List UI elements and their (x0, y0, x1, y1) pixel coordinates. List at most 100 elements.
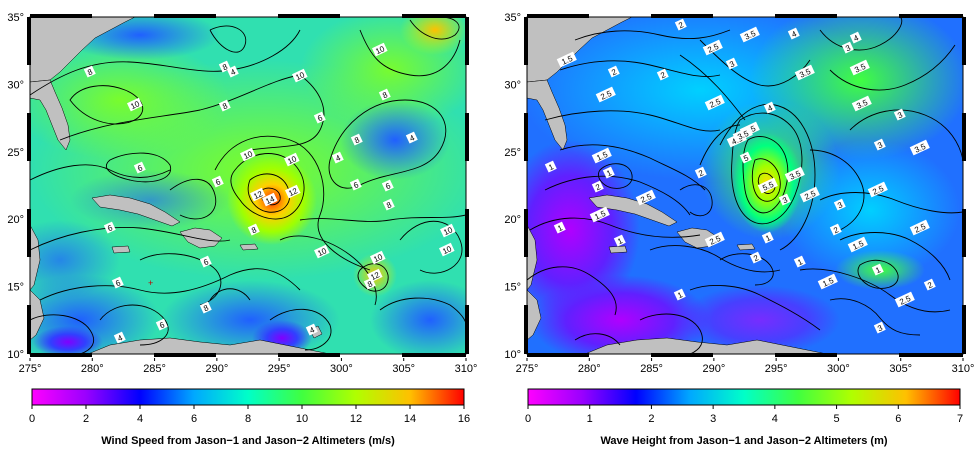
lat-tick-label: 20° (7, 214, 24, 226)
contour-label: 2 (674, 18, 687, 31)
lon-tick-label: 295° (765, 363, 788, 375)
colorbar-tick-label: 7 (957, 413, 963, 425)
colorbar-tick-label: 2 (648, 413, 654, 425)
contour-label: 10 (439, 223, 456, 238)
svg-text:5.5: 5.5 (761, 180, 775, 193)
contour-label: 2.5 (635, 189, 656, 206)
contour-label: 4 (305, 323, 318, 336)
lon-tick-label: 310° (455, 363, 478, 375)
contour-label: 6 (211, 175, 224, 188)
lat-tick-label: 10° (504, 349, 521, 361)
svg-text:1: 1 (764, 233, 772, 243)
contour-label: 3 (873, 138, 886, 151)
svg-text:6: 6 (202, 257, 210, 267)
svg-text:1: 1 (874, 265, 882, 275)
colorbar-tick-label: 2 (83, 413, 89, 425)
svg-text:2: 2 (926, 280, 934, 290)
svg-text:3: 3 (728, 59, 736, 69)
contour-label: 4 (849, 31, 862, 44)
svg-text:5: 5 (742, 153, 750, 163)
wave-land-puerto-rico (736, 243, 756, 251)
svg-text:2.5: 2.5 (708, 97, 722, 110)
svg-text:2: 2 (659, 70, 667, 80)
svg-text:10: 10 (242, 149, 254, 161)
svg-text:3: 3 (896, 110, 904, 120)
svg-text:1.5: 1.5 (595, 150, 609, 163)
contour-label: 8 (382, 198, 395, 211)
contour-label: 2 (607, 65, 620, 78)
svg-text:8: 8 (385, 200, 393, 210)
contour-label: 1.5 (591, 147, 612, 164)
contour-label: 1 (544, 160, 557, 173)
wave-land-south-america (584, 337, 828, 354)
lon-tick-label: 310° (952, 363, 975, 375)
svg-text:1: 1 (556, 223, 564, 233)
wind-border-checks (27, 14, 469, 357)
contour-label: 3.5 (784, 166, 805, 183)
lat-tick-label: 15° (504, 282, 521, 294)
svg-text:2.5: 2.5 (599, 89, 613, 102)
svg-text:3.5: 3.5 (855, 98, 869, 111)
wave-colorbar-title: Wave Height from Jason−1 and Jason−2 Alt… (600, 435, 887, 447)
lat-tick-label: 10° (7, 349, 24, 361)
contour-label: 2.5 (595, 86, 616, 103)
contour-label: 6 (199, 255, 212, 268)
svg-text:10: 10 (372, 252, 384, 264)
contour-label: 10 (239, 147, 256, 162)
svg-text:10: 10 (316, 246, 328, 258)
svg-text:1.5: 1.5 (593, 209, 607, 222)
wind-land-central-america-2 (30, 289, 45, 341)
contour-label: 2 (591, 180, 604, 193)
contour-label: 6 (103, 221, 116, 234)
colorbar-tick-label: 4 (772, 413, 778, 425)
wind-land-jamaica (111, 245, 131, 254)
wave-border-checks (524, 14, 966, 357)
lat-tick-label: 25° (504, 147, 521, 159)
svg-text:2.5: 2.5 (803, 189, 817, 202)
lon-tick-label: 300° (330, 363, 353, 375)
contour-label: 1.5 (847, 236, 868, 253)
colorbar-tick-label: 0 (29, 413, 35, 425)
contour-label: 3 (841, 41, 854, 54)
lat-tick-label: 35° (504, 12, 521, 24)
svg-text:4: 4 (790, 29, 798, 39)
contour-label: 4 (787, 27, 800, 40)
contour-label: 8 (378, 88, 391, 101)
svg-text:6: 6 (158, 320, 166, 330)
wind-marker: + (148, 278, 153, 288)
wind-contours (30, 17, 466, 354)
wave-land-cuba (588, 194, 678, 227)
wave-contours (527, 17, 963, 354)
contour-label: 8 (83, 65, 96, 78)
colorbar-tick-label: 16 (458, 413, 470, 425)
svg-text:2: 2 (752, 253, 760, 263)
contour-label: 2 (749, 251, 762, 264)
lon-tick-label: 275° (516, 363, 539, 375)
svg-text:3: 3 (876, 140, 884, 150)
svg-text:10: 10 (442, 225, 454, 237)
contour-label: 14 (261, 192, 278, 207)
svg-text:2.5: 2.5 (913, 222, 927, 235)
contour-label: 3.5 (851, 95, 872, 112)
svg-text:4: 4 (852, 33, 860, 43)
contour-label: 4 (113, 331, 126, 344)
svg-text:3.5: 3.5 (853, 62, 867, 75)
contour-label: 3 (873, 321, 886, 334)
lon-tick-label: 290° (205, 363, 228, 375)
wave-height-map: 21.522.53.543.532.522.533.543.54.555.54.… (504, 12, 975, 447)
lon-tick-label: 285° (143, 363, 166, 375)
svg-text:8: 8 (366, 279, 374, 289)
wind-land-hispaniola (179, 227, 223, 249)
svg-text:10: 10 (286, 154, 298, 166)
wind-map-frame (29, 16, 467, 355)
wave-map-frame (526, 16, 964, 355)
contour-label: 3 (833, 198, 846, 211)
contour-label: 1 (613, 234, 626, 247)
svg-text:2: 2 (697, 168, 705, 178)
wind-field-magenta-1 (33, 326, 103, 354)
svg-text:2: 2 (610, 67, 618, 77)
contour-label: 4 (331, 151, 344, 164)
contour-label: 2 (656, 68, 669, 81)
